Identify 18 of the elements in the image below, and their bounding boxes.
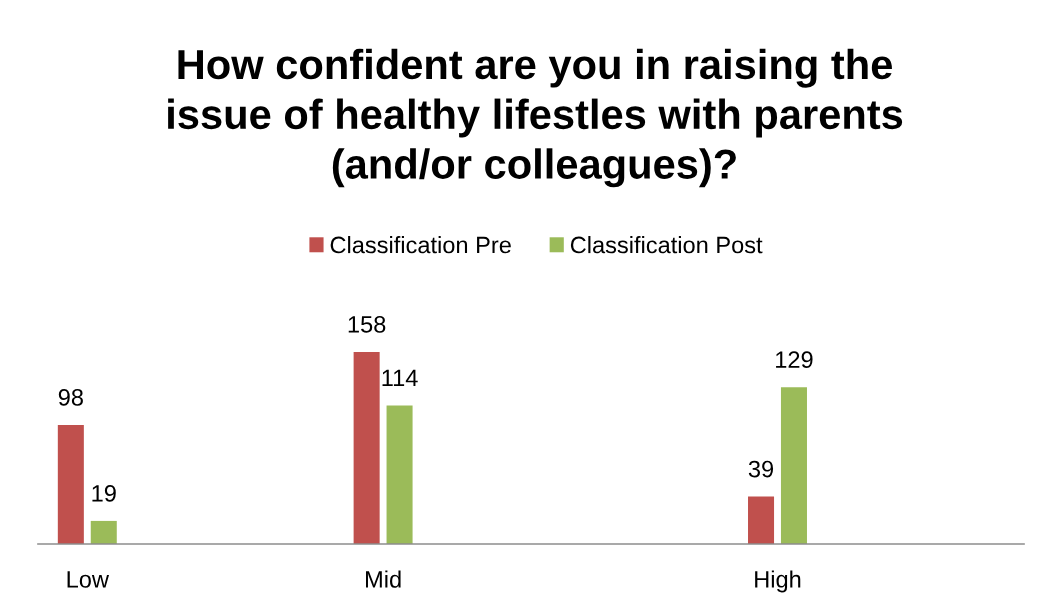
bar	[386, 405, 413, 544]
chart-title: How confident are you in raising the issue of healthy lifestles with parents (and/or colleagues)?	[168, 48, 903, 188]
data-label: 114	[382, 369, 418, 387]
x-tick-label: Low	[67, 571, 110, 588]
bar	[780, 387, 807, 544]
x-tick-label: Mid	[366, 570, 401, 588]
data-label: 129	[776, 351, 813, 369]
data-label: 39	[748, 460, 774, 478]
data-label: 98	[58, 388, 83, 406]
legend-label: Classification Post	[570, 236, 763, 254]
data-label: 19	[92, 484, 116, 502]
bar	[748, 496, 775, 544]
bar	[57, 424, 84, 544]
data-label: 158	[348, 316, 386, 333]
legend-label: Classification Pre	[330, 236, 511, 254]
x-tick-label: High	[755, 570, 801, 593]
bar	[90, 520, 117, 544]
bar	[353, 352, 380, 544]
